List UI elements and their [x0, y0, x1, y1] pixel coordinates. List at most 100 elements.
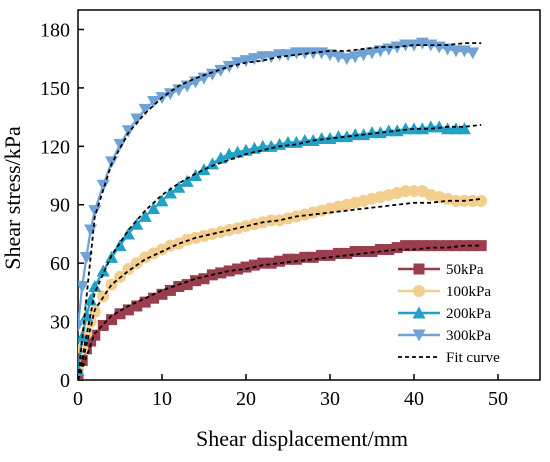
data-point-300kpa [172, 84, 186, 97]
x-tick-label: 20 [236, 388, 256, 410]
data-point-50kpa [223, 265, 235, 277]
y-tick-label: 90 [50, 195, 70, 217]
data-point-300kpa [163, 88, 177, 101]
data-point-200kpa [449, 122, 463, 135]
data-point-50kpa [190, 275, 202, 287]
data-point-50kpa [316, 249, 328, 261]
data-point-200kpa [365, 126, 379, 139]
data-point-300kpa [247, 53, 261, 66]
legend-label-300kpa: 300kPa [446, 328, 491, 344]
data-point-300kpa [373, 45, 387, 58]
data-point-100kpa [466, 194, 479, 207]
fit-curve-1 [78, 244, 482, 380]
y-tick-label: 60 [50, 253, 70, 275]
data-point-50kpa [400, 240, 412, 252]
data-point-200kpa [155, 194, 169, 207]
data-point-200kpa [113, 239, 127, 252]
data-point-300kpa [365, 47, 379, 60]
data-point-50kpa [290, 253, 302, 265]
data-point-100kpa [475, 194, 488, 207]
data-point-100kpa [122, 263, 135, 275]
data-point-200kpa [79, 309, 93, 322]
data-point-200kpa [84, 293, 98, 306]
plot-frame [77, 9, 541, 381]
data-point-50kpa [299, 251, 311, 263]
legend-label-200kpa: 200kPa [446, 306, 491, 322]
data-point-50kpa [450, 240, 462, 252]
y-tick-label: 150 [40, 78, 70, 100]
data-point-50kpa [89, 329, 101, 341]
data-point-50kpa [85, 335, 97, 347]
data-point-50kpa [324, 249, 336, 261]
fit-curve-2 [78, 198, 482, 380]
data-point-50kpa [467, 240, 479, 252]
data-point-300kpa [357, 49, 371, 62]
y-tick-label: 180 [40, 19, 70, 41]
data-point-200kpa [147, 202, 161, 215]
data-point-300kpa [113, 138, 127, 151]
data-point-50kpa [433, 240, 445, 252]
y-tick-label: 120 [40, 136, 70, 158]
data-point-300kpa [88, 205, 102, 218]
y-tick-label: 30 [50, 312, 70, 334]
data-point-50kpa [97, 319, 109, 331]
data-point-300kpa [138, 103, 152, 116]
data-point-300kpa [273, 49, 287, 62]
legend-marker-300kpa [412, 329, 426, 342]
data-point-300kpa [197, 72, 211, 85]
data-point-300kpa [340, 53, 354, 66]
fit-curve-4 [78, 42, 482, 380]
data-point-200kpa [88, 280, 102, 293]
data-point-300kpa [407, 39, 421, 52]
data-point-100kpa [408, 185, 420, 198]
data-point-300kpa [289, 47, 303, 60]
data-point-50kpa [349, 245, 361, 257]
plot-area: 0 10 20 30 40 50 0 30 60 90 120 150 180 50kPa 100kPa 20… [40, 9, 541, 410]
data-point-200kpa [315, 132, 329, 145]
data-point-300kpa [231, 57, 245, 70]
data-point-50kpa [78, 355, 88, 367]
data-point-300kpa [348, 51, 362, 64]
data-point-200kpa [382, 124, 396, 137]
data-point-300kpa [264, 51, 278, 64]
data-point-50kpa [114, 308, 126, 320]
data-point-200kpa [121, 227, 135, 240]
data-point-200kpa [432, 120, 446, 133]
data-point-200kpa [214, 151, 228, 164]
data-point-200kpa [205, 157, 219, 170]
data-point-200kpa [189, 169, 203, 182]
data-point-200kpa [281, 135, 295, 148]
data-point-50kpa [131, 300, 143, 312]
data-point-50kpa [442, 240, 454, 252]
data-point-50kpa [374, 244, 386, 256]
data-point-300kpa [78, 319, 85, 332]
data-point-200kpa [457, 122, 471, 135]
data-point-50kpa [164, 284, 176, 296]
data-point-200kpa [331, 130, 345, 143]
legend-marker-50kpa [413, 263, 425, 275]
data-point-50kpa [274, 255, 286, 267]
data-point-50kpa [173, 281, 185, 293]
data-point-200kpa [96, 264, 110, 277]
data-point-50kpa [282, 253, 294, 265]
series-line-300kpa [78, 41, 474, 326]
x-tick-label: 50 [488, 388, 508, 410]
data-point-200kpa [130, 217, 144, 230]
data-point-50kpa [232, 263, 244, 275]
data-point-50kpa [122, 304, 134, 316]
data-point-300kpa [256, 51, 270, 64]
data-point-300kpa [205, 68, 219, 81]
data-point-300kpa [79, 251, 93, 264]
data-point-200kpa [441, 122, 455, 135]
data-point-50kpa [181, 279, 193, 291]
y-axis-title: Shear stress/kPa [0, 126, 25, 270]
data-point-300kpa [84, 224, 98, 237]
data-point-300kpa [130, 113, 144, 126]
data-point-200kpa [138, 209, 152, 222]
data-point-50kpa [139, 296, 151, 308]
data-point-50kpa [366, 245, 378, 257]
x-tick-label: 30 [320, 388, 340, 410]
data-point-50kpa [391, 242, 403, 254]
x-tick-label: 10 [152, 388, 172, 410]
data-point-100kpa [399, 185, 412, 198]
